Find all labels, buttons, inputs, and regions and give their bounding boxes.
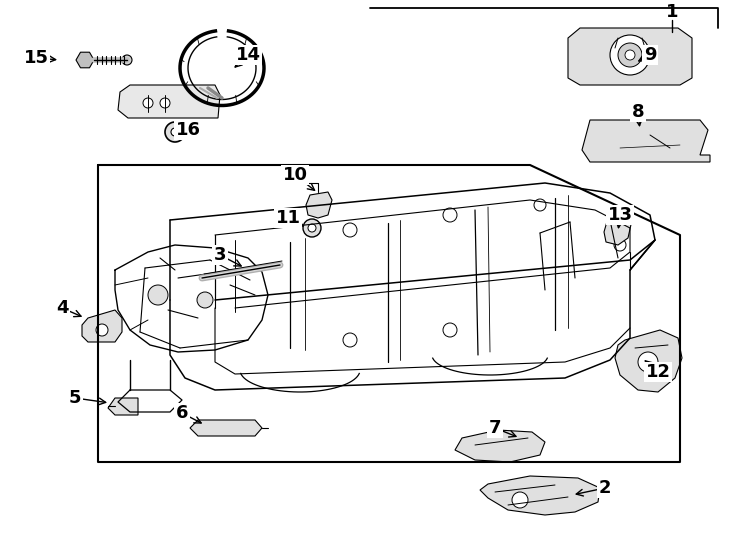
Text: 4: 4 xyxy=(56,299,68,317)
Circle shape xyxy=(143,98,153,108)
Text: 11: 11 xyxy=(275,209,300,227)
Text: 8: 8 xyxy=(632,103,644,121)
Polygon shape xyxy=(582,120,710,162)
Text: 1: 1 xyxy=(666,3,678,21)
Polygon shape xyxy=(118,85,220,118)
Circle shape xyxy=(122,55,132,65)
Polygon shape xyxy=(306,192,332,218)
Circle shape xyxy=(160,98,170,108)
Circle shape xyxy=(625,50,635,60)
Circle shape xyxy=(614,239,626,251)
Text: 10: 10 xyxy=(283,166,308,184)
Circle shape xyxy=(308,224,316,232)
Circle shape xyxy=(638,352,658,372)
Circle shape xyxy=(343,333,357,347)
Polygon shape xyxy=(455,430,545,462)
Circle shape xyxy=(343,223,357,237)
Circle shape xyxy=(303,219,321,237)
Polygon shape xyxy=(76,52,94,68)
Circle shape xyxy=(534,199,546,211)
Circle shape xyxy=(96,324,108,336)
Polygon shape xyxy=(604,214,632,245)
Circle shape xyxy=(171,128,179,136)
Circle shape xyxy=(618,43,642,67)
Polygon shape xyxy=(190,420,262,436)
Circle shape xyxy=(443,323,457,337)
Circle shape xyxy=(610,35,650,75)
Text: 16: 16 xyxy=(175,121,200,139)
Text: 6: 6 xyxy=(175,404,188,422)
Polygon shape xyxy=(82,310,122,342)
Circle shape xyxy=(512,492,528,508)
Circle shape xyxy=(148,285,168,305)
Text: 13: 13 xyxy=(608,206,633,224)
Polygon shape xyxy=(108,398,138,415)
Polygon shape xyxy=(480,476,600,515)
Circle shape xyxy=(197,292,213,308)
Polygon shape xyxy=(568,28,692,85)
Text: 9: 9 xyxy=(644,46,656,64)
Text: 15: 15 xyxy=(23,49,48,67)
Text: 14: 14 xyxy=(236,46,261,64)
Text: 5: 5 xyxy=(69,389,81,407)
Text: 7: 7 xyxy=(489,419,501,437)
Polygon shape xyxy=(615,330,682,392)
Text: 12: 12 xyxy=(645,363,670,381)
Text: 3: 3 xyxy=(214,246,226,264)
Circle shape xyxy=(443,208,457,222)
Text: 2: 2 xyxy=(599,479,611,497)
Circle shape xyxy=(165,122,185,142)
